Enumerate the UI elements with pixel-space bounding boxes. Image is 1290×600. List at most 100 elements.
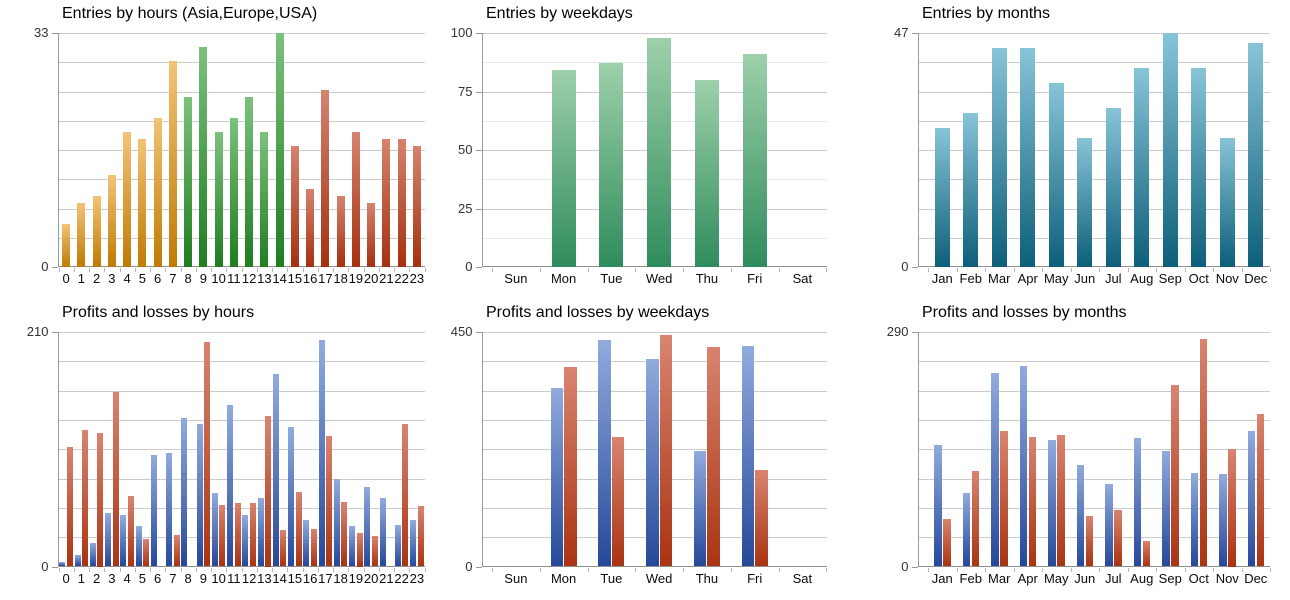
bar-losses-Mar[interactable]	[1000, 431, 1008, 567]
bar-losses-2[interactable]	[97, 432, 104, 567]
bar-profits-23[interactable]	[410, 519, 417, 567]
bar-losses-Jan[interactable]	[943, 518, 951, 567]
bar-losses-5[interactable]	[143, 538, 150, 567]
bar-profits-18[interactable]	[333, 479, 340, 567]
bar-profits-9[interactable]	[196, 423, 203, 567]
bar-Wed[interactable]	[647, 37, 672, 267]
bar-losses-12[interactable]	[249, 502, 256, 567]
bar-losses-Jun[interactable]	[1085, 516, 1093, 567]
bar-Mon[interactable]	[551, 70, 576, 267]
bar-profits-May[interactable]	[1048, 440, 1056, 567]
bar-profits-6[interactable]	[150, 454, 157, 567]
bar-profits-19[interactable]	[349, 526, 356, 567]
bar-profits-Jul[interactable]	[1105, 484, 1113, 567]
bar-profits-10[interactable]	[211, 492, 218, 567]
bar-profits-0[interactable]	[59, 562, 66, 567]
bar-profits-Aug[interactable]	[1133, 437, 1141, 567]
bar-losses-1[interactable]	[82, 430, 89, 567]
bar-losses-13[interactable]	[265, 415, 272, 567]
bar-Dec[interactable]	[1248, 42, 1264, 267]
bar-profits-11[interactable]	[227, 404, 234, 567]
bar-profits-21[interactable]	[379, 498, 386, 567]
bar-profits-15[interactable]	[288, 426, 295, 567]
bar-losses-23[interactable]	[417, 506, 424, 567]
bar-Sep[interactable]	[1162, 33, 1178, 267]
bar-losses-Sep[interactable]	[1171, 385, 1179, 567]
bar-profits-Apr[interactable]	[1019, 365, 1027, 567]
bar-profits-16[interactable]	[303, 519, 310, 567]
bar-profits-8[interactable]	[181, 417, 188, 567]
bar-Oct[interactable]	[1191, 67, 1207, 267]
bar-profits-Jan[interactable]	[934, 445, 942, 567]
bar-losses-18[interactable]	[341, 501, 348, 567]
bar-13[interactable]	[260, 132, 269, 267]
bar-profits-Thu[interactable]	[693, 451, 707, 567]
bar-profits-1[interactable]	[74, 555, 81, 567]
bar-profits-5[interactable]	[135, 526, 142, 567]
bar-Aug[interactable]	[1134, 67, 1150, 267]
bar-17[interactable]	[321, 89, 330, 267]
bar-profits-13[interactable]	[257, 498, 264, 567]
bar-Nov[interactable]	[1219, 137, 1235, 267]
bar-profits-12[interactable]	[242, 515, 249, 567]
bar-22[interactable]	[397, 139, 406, 267]
bar-losses-7[interactable]	[173, 535, 180, 567]
bar-10[interactable]	[214, 132, 223, 267]
bar-Feb[interactable]	[963, 112, 979, 267]
bar-profits-Feb[interactable]	[962, 492, 970, 567]
bar-21[interactable]	[382, 139, 391, 267]
bar-profits-4[interactable]	[120, 515, 127, 567]
bar-profits-Oct[interactable]	[1190, 472, 1198, 567]
bar-19[interactable]	[351, 132, 360, 267]
bar-16[interactable]	[306, 189, 315, 267]
bar-losses-Apr[interactable]	[1028, 437, 1036, 567]
bar-profits-17[interactable]	[318, 339, 325, 567]
bar-losses-16[interactable]	[310, 528, 317, 567]
bar-profits-2[interactable]	[89, 543, 96, 567]
bar-losses-20[interactable]	[371, 536, 378, 567]
bar-profits-Sep[interactable]	[1162, 450, 1170, 567]
bar-losses-Dec[interactable]	[1256, 413, 1264, 567]
bar-23[interactable]	[412, 146, 421, 267]
bar-losses-Nov[interactable]	[1228, 449, 1236, 567]
bar-losses-9[interactable]	[204, 342, 211, 567]
bar-Jan[interactable]	[934, 127, 950, 267]
bar-profits-Dec[interactable]	[1247, 430, 1255, 567]
bar-losses-Feb[interactable]	[971, 471, 979, 567]
bar-losses-Tue[interactable]	[611, 437, 625, 567]
bar-losses-Oct[interactable]	[1199, 339, 1207, 567]
bar-May[interactable]	[1048, 82, 1064, 267]
bar-losses-11[interactable]	[234, 502, 241, 567]
bar-2[interactable]	[92, 196, 101, 267]
bar-Tue[interactable]	[599, 63, 624, 267]
bar-Thu[interactable]	[694, 79, 719, 267]
bar-losses-3[interactable]	[112, 392, 119, 567]
bar-losses-0[interactable]	[66, 447, 73, 567]
bar-losses-17[interactable]	[326, 435, 333, 567]
bar-losses-Wed[interactable]	[659, 335, 673, 567]
bar-20[interactable]	[367, 203, 376, 267]
bar-losses-14[interactable]	[280, 529, 287, 567]
bar-7[interactable]	[168, 61, 177, 267]
bar-losses-10[interactable]	[219, 505, 226, 567]
bar-profits-Tue[interactable]	[598, 340, 611, 567]
bar-Jul[interactable]	[1105, 107, 1121, 267]
bar-Fri[interactable]	[742, 54, 767, 267]
bar-profits-Fri[interactable]	[741, 346, 755, 567]
bar-profits-22[interactable]	[394, 525, 401, 567]
bar-profits-Jun[interactable]	[1076, 465, 1084, 567]
bar-profits-7[interactable]	[166, 452, 173, 567]
bar-Jun[interactable]	[1077, 137, 1093, 267]
bar-losses-May[interactable]	[1057, 434, 1065, 567]
bar-losses-Fri[interactable]	[755, 470, 768, 567]
bar-losses-Mon[interactable]	[564, 366, 577, 567]
bar-6[interactable]	[153, 118, 162, 267]
bar-profits-3[interactable]	[105, 512, 112, 567]
bar-3[interactable]	[107, 174, 116, 267]
bar-18[interactable]	[336, 196, 345, 267]
bar-profits-Mon[interactable]	[550, 387, 564, 567]
bar-losses-Thu[interactable]	[707, 347, 720, 567]
bar-losses-19[interactable]	[356, 533, 363, 567]
bar-losses-15[interactable]	[295, 491, 302, 567]
bar-Mar[interactable]	[991, 47, 1007, 267]
